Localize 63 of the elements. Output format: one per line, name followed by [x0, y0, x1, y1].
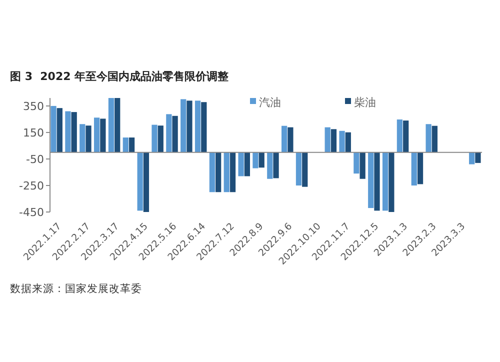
bar — [209, 152, 216, 192]
source-note: 数据来源：国家发展改革委 — [10, 282, 142, 295]
bar — [230, 152, 236, 192]
bar — [368, 152, 374, 208]
y-tick-label: -450 — [19, 206, 44, 219]
bar — [382, 152, 388, 211]
bar — [267, 152, 273, 179]
bar — [56, 108, 62, 152]
bar — [432, 126, 438, 152]
bar — [345, 132, 351, 152]
bar — [360, 152, 366, 179]
y-tick-label: -250 — [19, 179, 44, 192]
bar — [426, 124, 432, 152]
bar — [403, 120, 409, 152]
bar — [258, 152, 264, 168]
bar — [108, 98, 114, 152]
bar — [296, 152, 302, 186]
bar — [71, 112, 77, 152]
y-tick-label: 350 — [23, 100, 44, 113]
bar — [302, 152, 308, 187]
bar — [288, 127, 294, 152]
bar — [244, 152, 250, 176]
bar — [282, 126, 288, 152]
bar — [324, 127, 330, 152]
legend-label: 汽油 — [259, 96, 281, 109]
chart-title: 图 3 2022 年至今国内成品油零售限价调整 — [10, 70, 230, 83]
bar — [86, 126, 92, 152]
bar — [396, 119, 403, 152]
bar — [475, 152, 481, 163]
bar — [388, 152, 394, 212]
bar — [172, 116, 178, 152]
bar — [330, 129, 337, 152]
bar — [166, 114, 172, 152]
bar — [94, 118, 100, 152]
bar — [469, 152, 475, 164]
bar — [50, 106, 56, 152]
bar — [180, 99, 186, 152]
legend-label: 柴油 — [354, 96, 376, 109]
bar — [411, 152, 417, 186]
bar — [354, 152, 360, 174]
bar — [194, 100, 201, 152]
bar — [137, 152, 143, 211]
bar — [158, 126, 164, 152]
bar — [273, 152, 279, 178]
bar — [122, 138, 128, 152]
bar — [216, 152, 222, 192]
bar — [143, 152, 150, 212]
y-tick-label: -50 — [26, 152, 44, 166]
bar — [114, 98, 120, 152]
bar — [374, 152, 380, 211]
y-tick-label: 150 — [23, 126, 44, 140]
bar — [100, 118, 106, 152]
bar — [65, 111, 71, 152]
bar — [238, 152, 244, 176]
bar — [201, 102, 207, 152]
bar — [417, 152, 424, 184]
bar — [80, 124, 86, 152]
bar — [152, 124, 158, 152]
bar — [186, 100, 192, 152]
bar — [224, 152, 230, 192]
bar — [339, 130, 345, 152]
bar — [252, 152, 258, 168]
bar — [128, 138, 135, 152]
